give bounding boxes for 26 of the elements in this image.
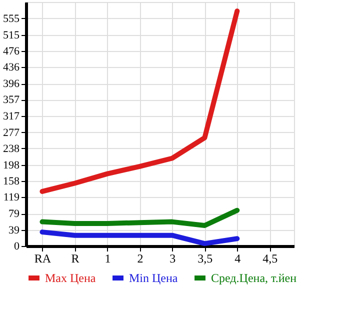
y-tick-label: 198 <box>3 159 20 172</box>
y-tick-label: 436 <box>3 62 20 74</box>
y-tick-label: 357 <box>3 94 20 106</box>
x-tick-label: 4 <box>234 252 241 266</box>
legend-label: Max Цена <box>45 271 96 285</box>
y-tick-label: 79 <box>8 208 20 220</box>
x-tick-label: R <box>71 252 80 266</box>
y-tick-label: 476 <box>3 45 20 58</box>
y-tick-label: 515 <box>3 29 20 42</box>
y-tick-label: 238 <box>3 142 20 155</box>
y-tick-label: 158 <box>3 176 20 188</box>
y-tick-label: 0 <box>14 240 20 252</box>
x-tick-label: 3 <box>170 252 176 266</box>
x-tick-label: RA <box>34 252 52 266</box>
x-tick-label: 3,5 <box>198 252 213 266</box>
legend-label: Сред.Цена, т.йен <box>211 271 298 285</box>
x-tick-label: 4,5 <box>262 252 278 266</box>
y-tick-label: 119 <box>3 192 20 204</box>
y-tick-label: 277 <box>3 126 20 139</box>
y-tick-label: 317 <box>3 110 20 123</box>
x-tick-label: 1 <box>104 252 111 266</box>
legend-label: Min Цена <box>129 271 178 285</box>
x-tick-label: 2 <box>137 252 144 266</box>
y-tick-label: 39 <box>8 224 20 237</box>
y-tick-label: 555 <box>3 12 20 25</box>
y-tick-label: 396 <box>3 78 20 90</box>
